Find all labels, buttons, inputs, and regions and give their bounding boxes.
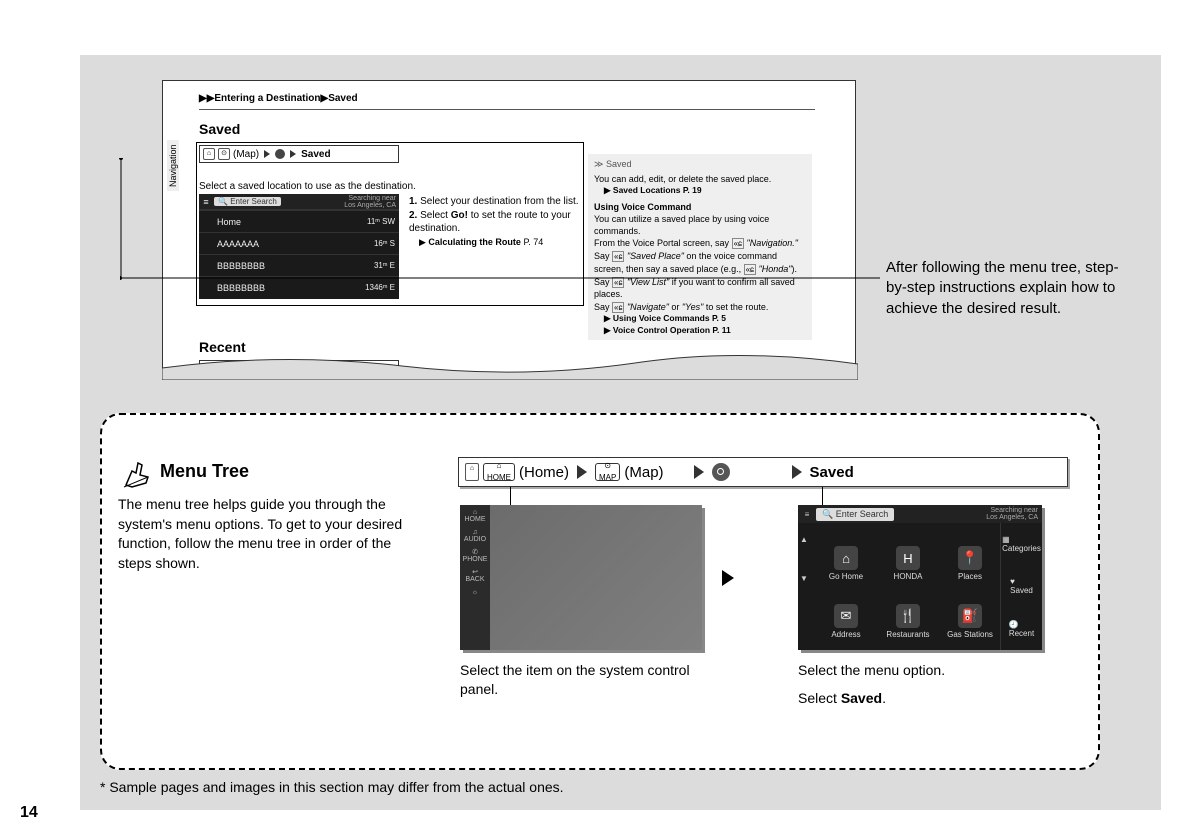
home-button-icon: ⌂HOME — [483, 463, 515, 481]
control-panel-sidebar: ⌂HOME ♫AUDIO ✆PHONE ↩BACK ☼ — [460, 505, 490, 650]
search-input: 🔍 Enter Search — [816, 508, 894, 521]
chevron-right-icon — [694, 465, 704, 479]
tile-address: ✉Address — [816, 585, 876, 641]
tile-honda: HHONDA — [878, 527, 938, 583]
tile-go-home: ⌂Go Home — [816, 527, 876, 583]
pointing-hand-icon — [118, 453, 158, 493]
chevron-right-icon — [577, 465, 587, 479]
menu-path-bar: ⌂ ⌂HOME (Home) ⊙MAP (Map) Saved — [458, 457, 1068, 487]
scroll-arrows: ▲▼ — [800, 535, 808, 583]
home-label: (Home) — [519, 464, 569, 481]
caption-left: Select the item on the system control pa… — [460, 661, 700, 699]
side-item: 🕘Recent — [1009, 620, 1034, 638]
search-bar: ≡ 🔍 Enter Search Searching nearLos Angel… — [798, 505, 1042, 523]
menu-tree-title: Menu Tree — [160, 461, 249, 482]
home-screen-screenshot: ⌂HOME ♫AUDIO ✆PHONE ↩BACK ☼ — [460, 505, 702, 650]
menu-tree-panel: Menu Tree The menu tree helps guide you … — [100, 413, 1100, 770]
where-to-screenshot: ≡ 🔍 Enter Search Searching nearLos Angel… — [798, 505, 1042, 650]
breadcrumb: ▶▶Entering a Destination▶Saved — [199, 93, 358, 104]
sidebar-item: ⌂HOME — [465, 509, 486, 523]
map-label: (Map) — [624, 464, 663, 481]
callout-text: After following the menu tree, step-by-s… — [886, 258, 1136, 319]
footnote: * Sample pages and images in this sectio… — [100, 779, 564, 795]
tile-places: 📍Places — [940, 527, 1000, 583]
heading-saved: Saved — [199, 121, 240, 137]
divider — [199, 109, 815, 110]
side-item: ♥Saved — [1010, 577, 1033, 595]
side-item: ▦Categories — [1002, 535, 1041, 553]
side-column: ▦Categories ♥Saved 🕘Recent — [1000, 523, 1042, 650]
callout-connector — [120, 270, 880, 290]
side-tab-navigation: Navigation — [167, 140, 179, 191]
chevron-right-icon — [722, 570, 734, 586]
map-button-icon: ⊙MAP — [595, 463, 620, 481]
tile-restaurants: 🍴Restaurants — [878, 585, 938, 641]
torn-edge — [162, 350, 858, 380]
search-icon — [712, 463, 730, 481]
side-note-title: ≫ Saved — [594, 158, 806, 170]
callout-connector-v — [118, 158, 124, 282]
searching-near: Searching nearLos Angeles, CA — [986, 507, 1042, 521]
side-note-box: ≫ Saved You can add, edit, or delete the… — [587, 153, 813, 341]
sample-manual-page: ▶▶Entering a Destination▶Saved Saved Nav… — [162, 80, 856, 380]
menu-icon: ≡ — [798, 510, 816, 519]
sidebar-item: ☼ — [472, 589, 478, 596]
chevron-right-icon — [792, 465, 802, 479]
sidebar-item: ↩BACK — [465, 569, 484, 583]
caption-right-1: Select the menu option. — [798, 661, 1038, 680]
connector-line — [510, 487, 511, 507]
caption-right-2: Select Saved. — [798, 689, 1038, 708]
sidebar-item: ♫AUDIO — [464, 529, 486, 543]
menu-tree-description: The menu tree helps guide you through th… — [118, 495, 428, 573]
tile-gas: ⛽Gas Stations — [940, 585, 1000, 641]
sidebar-item: ✆PHONE — [463, 549, 488, 563]
saved-label: Saved — [810, 464, 854, 481]
home-small-icon: ⌂ — [465, 463, 479, 481]
page-number: 14 — [20, 804, 38, 822]
